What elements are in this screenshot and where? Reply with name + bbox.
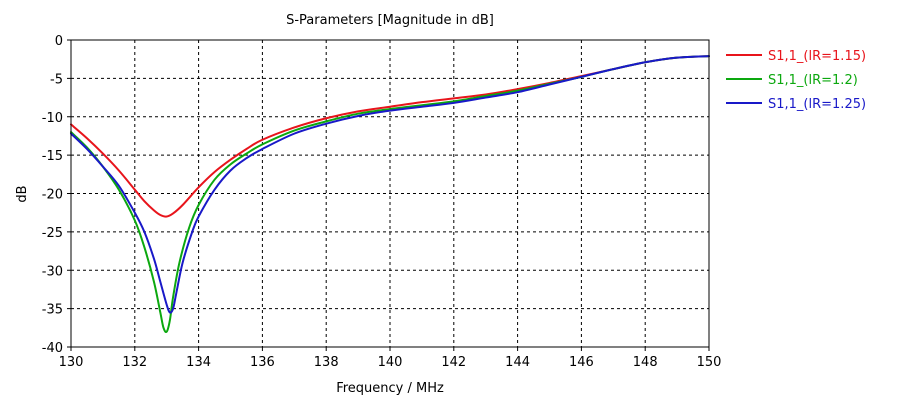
y-tick-label: -30 bbox=[42, 264, 63, 279]
x-axis-title: Frequency / MHz bbox=[336, 381, 444, 396]
y-tick-label: -15 bbox=[42, 149, 63, 164]
y-tick-label: -25 bbox=[42, 226, 63, 241]
x-tick-label: 132 bbox=[122, 355, 147, 370]
legend: S1,1_(lR=1.15) S1,1_(lR=1.2) S1,1_(lR=1.25… bbox=[726, 49, 866, 112]
legend-label-1: S1,1_(lR=1.15) bbox=[768, 49, 866, 64]
x-tick-label: 146 bbox=[569, 355, 594, 370]
x-tick-label: 148 bbox=[633, 355, 658, 370]
y-tick-label: -35 bbox=[42, 303, 63, 318]
x-tick-label: 138 bbox=[314, 355, 339, 370]
x-tick-label: 130 bbox=[59, 355, 84, 370]
x-tick-label: 150 bbox=[697, 355, 722, 370]
chart-title: S-Parameters [Magnitude in dB] bbox=[286, 13, 494, 28]
legend-label-3: S1,1_(lR=1.25) bbox=[768, 97, 866, 112]
x-tick-label: 142 bbox=[441, 355, 466, 370]
y-axis-ticks: 0 -5 -10 -15 -20 -25 -30 -35 -40 bbox=[42, 34, 71, 356]
x-tick-label: 140 bbox=[378, 355, 403, 370]
y-axis-title: dB bbox=[15, 185, 30, 202]
series-line-3 bbox=[70, 55, 710, 314]
x-tick-label: 144 bbox=[505, 355, 530, 370]
y-tick-label: -20 bbox=[42, 188, 63, 203]
x-tick-label: 134 bbox=[186, 355, 211, 370]
y-tick-label: 0 bbox=[55, 34, 63, 49]
legend-label-2: S1,1_(lR=1.2) bbox=[768, 73, 858, 88]
grid bbox=[71, 40, 709, 347]
x-axis-ticks: 130 132 134 136 138 140 142 144 146 148 150 bbox=[59, 347, 722, 370]
series-layer bbox=[70, 55, 710, 334]
y-tick-label: -10 bbox=[42, 111, 63, 126]
x-tick-label: 136 bbox=[250, 355, 275, 370]
y-tick-label: -40 bbox=[42, 341, 63, 356]
y-tick-label: -5 bbox=[50, 72, 63, 87]
